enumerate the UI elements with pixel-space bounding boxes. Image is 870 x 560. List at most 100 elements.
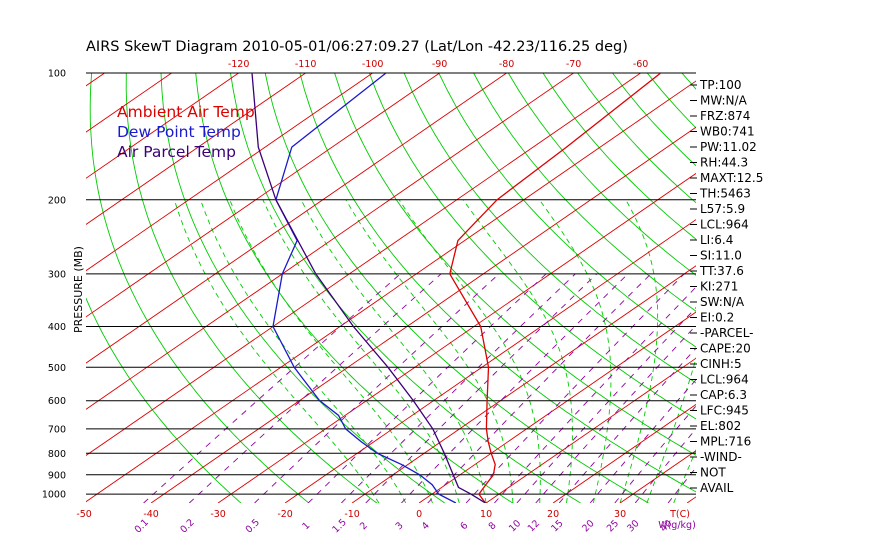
index-label: PW:11.02 [700,140,757,154]
isotherm-line [86,73,440,318]
mixing-ratio-tick-label: 3 [394,520,406,532]
dry-adiabat-line [786,73,870,503]
index-label: CAPE:20 [700,342,751,356]
mixing-ratio-tick-label: 15 [549,518,565,534]
isotherm-line [86,73,373,272]
mixing-ratio-tick-label: 0.5 [244,517,262,535]
dew-point-temp-line [272,73,457,503]
pressure-tick-label: 600 [48,396,66,407]
dry-adiabat-line [89,73,310,503]
pressure-tick-label: 900 [48,470,66,481]
mixing-ratio-tick-label: 25 [605,518,621,534]
top-temperature-tick-label: -70 [566,59,582,70]
index-label: MW:N/A [700,94,748,108]
mixing-ratio-tick-label: 8 [487,520,499,532]
index-label: CAP:6.3 [700,388,747,402]
index-label: RH:44.3 [700,156,748,170]
index-label: TH:5463 [699,187,751,201]
mixing-ratio-line [401,273,629,503]
index-label: FRZ:874 [700,109,750,123]
index-label: -WIND- [700,450,742,464]
dry-adiabat-line [473,73,696,312]
mixing-ratio-line [427,273,652,503]
index-label: TT:37.6 [699,264,744,278]
moist-adiabat-line [229,199,433,503]
mixing-ratio-line [307,273,547,503]
moist-adiabat-line [398,199,541,503]
isobars [86,72,696,495]
isotherm-line [351,265,696,503]
bottom-temperature-tick-label: -50 [76,509,92,520]
mixing-ratio-unit: W(g/kg) [658,520,696,531]
ambient-air-temp-line [449,73,662,503]
dry-adiabat-line [125,73,378,503]
index-label: LCL:964 [700,218,749,232]
mixing-ratio-line [634,428,696,503]
legend-item: Ambient Air Temp [117,103,255,121]
bottom-temperature-tick-label: -40 [143,509,159,520]
index-label: SW:N/A [700,295,745,309]
mixing-ratio-line [143,273,401,503]
mixing-ratio-line [516,307,696,503]
index-label: LCL:964 [700,373,749,387]
dry-adiabat-line [230,73,581,503]
index-label: MAXT:12.5 [700,171,763,185]
chart-title: AIRS SkewT Diagram 2010-05-01/06:27:09.2… [86,39,628,55]
moist-adiabat-line [673,448,696,503]
index-label: L57:5.9 [700,202,745,216]
moist-adiabat-line [619,199,659,503]
mixing-ratio-line [667,466,696,503]
index-label: -PARCEL- [700,326,754,340]
dry-adiabat-line [438,73,696,348]
profile-series [251,73,662,503]
mixing-ratio-line [589,379,696,503]
isotherm-line [86,73,641,457]
dry-adiabat-line [821,73,870,503]
background-grid [86,73,870,503]
top-temperature-tick-label: -80 [499,59,515,70]
legend-item: Dew Point Temp [117,123,241,141]
air-parcel-temp-line [251,73,486,503]
mixing-ratio-tick-label: 12 [526,518,542,534]
mixing-ratio-tick-label: 6 [458,520,470,532]
moist-adiabat-line [262,199,460,503]
isotherm-line [485,357,696,503]
bottom-temperature-tick-label: 30 [614,509,626,520]
bottom-temperature-tick-label: 10 [480,509,492,520]
top-temperature-tick-label: -110 [295,59,317,70]
index-label: MPL:716 [700,435,751,449]
index-label: EI:0.2 [700,311,734,325]
isotherm-line [86,73,239,179]
isotherm-line [284,219,696,503]
top-temperature-tick-label: -120 [228,59,250,70]
pressure-tick-label: 1000 [42,490,66,501]
isotherm-line [821,73,870,503]
mixing-ratio-tick-label: 1 [300,520,312,532]
dry-adiabat-line [856,73,870,503]
top-temperature-tick-label: -90 [432,59,448,70]
index-label: TP:100 [699,78,742,92]
index-label: AVAIL [700,481,734,495]
isotherm-line [217,172,696,503]
mixing-ratio-line [365,273,598,503]
bottom-temperature-tick-label: 20 [547,509,559,520]
mixing-ratio-line [494,286,696,503]
y-axis-label: PRESSURE (MB) [72,246,85,333]
mixing-ratio-tick-label: 4 [420,520,432,532]
bottom-temperature-tick-label: -30 [210,509,226,520]
mixing-ratio-tick-label: 10 [507,518,523,534]
dry-adiabat-line [264,73,649,503]
mixing-ratio-tick-label: 20 [580,518,596,534]
moist-adiabat-line [300,199,487,503]
index-label: SI:11.0 [700,249,742,263]
pressure-tick-label: 400 [48,322,66,333]
pressure-tick-label: 300 [48,269,66,280]
pressure-tick-label: 800 [48,449,66,460]
top-temperature-tick-label: -60 [633,59,649,70]
isotherm-line [86,73,105,87]
mixing-ratio-tick-label: 2 [358,520,370,532]
top-temperature-tick-label: -100 [362,59,384,70]
moist-adiabat-line [646,356,696,503]
